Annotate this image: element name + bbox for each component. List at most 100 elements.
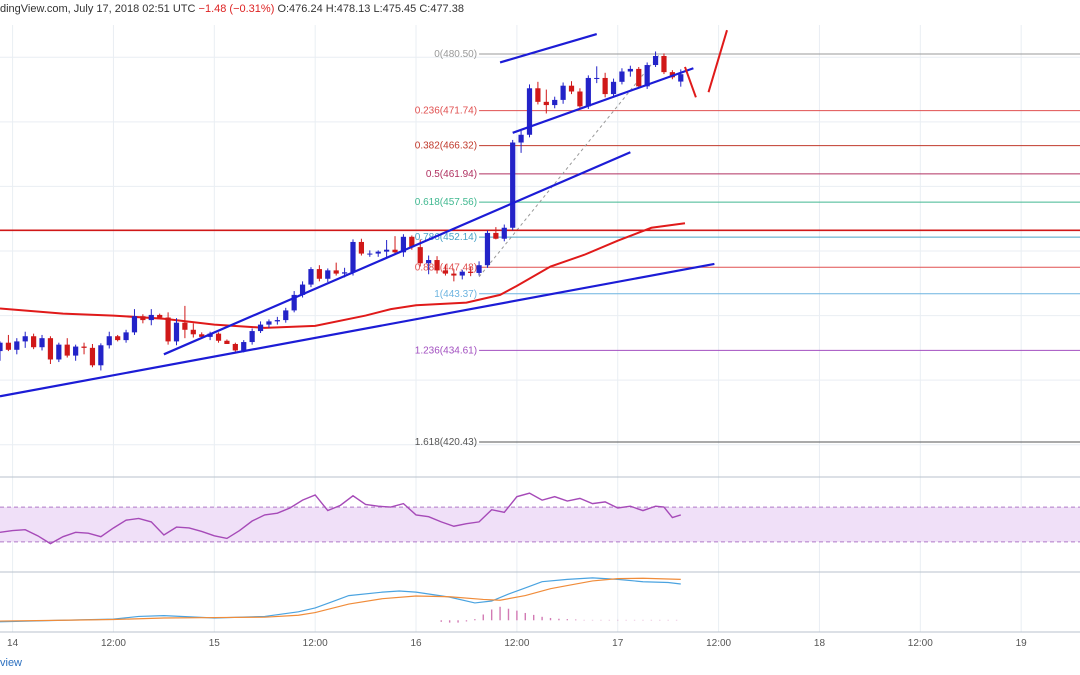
fib-level-label: 0.236(471.74) <box>415 106 477 117</box>
moving-average <box>0 222 686 329</box>
candle-body <box>131 316 138 333</box>
rsi-pane <box>0 492 681 545</box>
candle-body <box>232 343 238 351</box>
trendline-support-2 <box>163 151 631 356</box>
header-change: −1.48 (−0.31%) <box>198 3 275 15</box>
ma-line <box>0 222 686 329</box>
x-tick-label: 18 <box>814 638 826 649</box>
annotation-stroke <box>707 29 728 93</box>
candle-body <box>552 99 558 106</box>
candle-body <box>165 317 171 342</box>
trendline-support-1 <box>0 262 715 398</box>
candle-body <box>400 236 407 253</box>
watermark: view <box>0 657 23 669</box>
candle-body <box>190 329 196 335</box>
grid <box>0 25 1080 632</box>
trendline-channel-bottom <box>512 67 694 134</box>
fib-level-label: 0.382(466.32) <box>415 141 477 152</box>
candle-body <box>123 332 129 341</box>
candle-body <box>493 232 499 239</box>
candle-body <box>325 270 331 279</box>
annotation-stroke <box>684 66 697 98</box>
candle-body <box>115 336 121 341</box>
x-axis: 14 12:00 15 12:00 16 12:00 17 12:00 18 12:00 19 <box>7 638 1027 649</box>
candle-body <box>0 342 3 352</box>
candle-body <box>459 271 465 276</box>
candle-body <box>14 341 20 350</box>
fibonacci-retracement[interactable]: 0(480.50) 0.236(471.74) 0.382(466.32) 0.5(4… <box>415 49 1080 448</box>
rsi-band <box>0 507 1080 542</box>
fib-level-label: 0.786(452.14) <box>415 232 477 243</box>
x-tick-label: 17 <box>612 638 624 649</box>
candle-body <box>98 345 104 366</box>
candle-body <box>518 134 524 143</box>
candle-body <box>577 91 583 107</box>
trendline-channel-top <box>499 32 598 64</box>
candle-body <box>106 336 112 346</box>
header-ohlc: O:476.24 H:478.13 L:475.45 C:477.38 <box>277 3 464 15</box>
candle-body <box>610 81 617 95</box>
candle-body <box>661 55 667 73</box>
candle-body <box>426 260 432 264</box>
candle-body <box>417 247 423 264</box>
candle-body <box>81 346 87 348</box>
indicator-panes <box>0 476 1080 633</box>
candle-body <box>652 55 659 66</box>
candle-body <box>501 227 507 239</box>
candle-body <box>308 269 314 285</box>
candle-body <box>224 340 230 344</box>
candle-body <box>434 260 440 271</box>
candle-body <box>619 71 625 82</box>
candle-body <box>384 249 390 252</box>
candle-body <box>89 347 96 366</box>
fib-level-label: 1.236(434.61) <box>415 345 477 356</box>
x-tick-label: 15 <box>209 638 221 649</box>
candle-body <box>409 236 415 248</box>
candle-body <box>341 272 348 274</box>
candle-body <box>627 68 633 72</box>
candle-body <box>39 338 45 348</box>
macd-line <box>0 577 681 623</box>
candle-body <box>585 77 591 107</box>
candle-body <box>148 314 154 321</box>
candle-body <box>333 270 339 274</box>
x-tick-label: 12:00 <box>303 638 328 649</box>
candle-body <box>56 344 62 360</box>
candle-body <box>73 346 79 356</box>
candle-body <box>157 314 163 318</box>
trendlines[interactable] <box>0 29 728 398</box>
candle-body <box>31 336 37 348</box>
candle-body <box>468 271 474 273</box>
candle-body <box>5 342 12 350</box>
candlesticks[interactable] <box>0 51 684 371</box>
candle-body <box>644 65 650 87</box>
candle-body <box>215 333 222 341</box>
candle-body <box>484 232 491 266</box>
candle-body <box>291 294 297 311</box>
candle-body <box>241 342 247 351</box>
candle-body <box>451 273 457 276</box>
candle-body <box>299 284 306 295</box>
candle-body <box>602 77 608 95</box>
candle-body <box>392 249 398 253</box>
candle-body <box>375 251 381 254</box>
x-tick-label: 14 <box>7 638 19 649</box>
fib-level-label: 1(443.37) <box>434 289 477 300</box>
fib-level-label: 0.618(457.56) <box>415 197 477 208</box>
candle-body <box>358 241 365 254</box>
candle-body <box>316 269 322 279</box>
candle-body <box>182 322 188 330</box>
candle-body <box>266 321 272 325</box>
candle-body <box>594 77 600 79</box>
candle-body <box>249 331 255 343</box>
candle-body <box>476 265 482 273</box>
x-tick-label: 12:00 <box>908 638 933 649</box>
x-tick-label: 16 <box>410 638 422 649</box>
candle-body <box>274 320 280 322</box>
x-tick-label: 12:00 <box>101 638 126 649</box>
candle-body <box>47 338 54 360</box>
candle-body <box>64 344 70 356</box>
candle-body <box>678 74 684 82</box>
macd-pane <box>0 577 681 623</box>
